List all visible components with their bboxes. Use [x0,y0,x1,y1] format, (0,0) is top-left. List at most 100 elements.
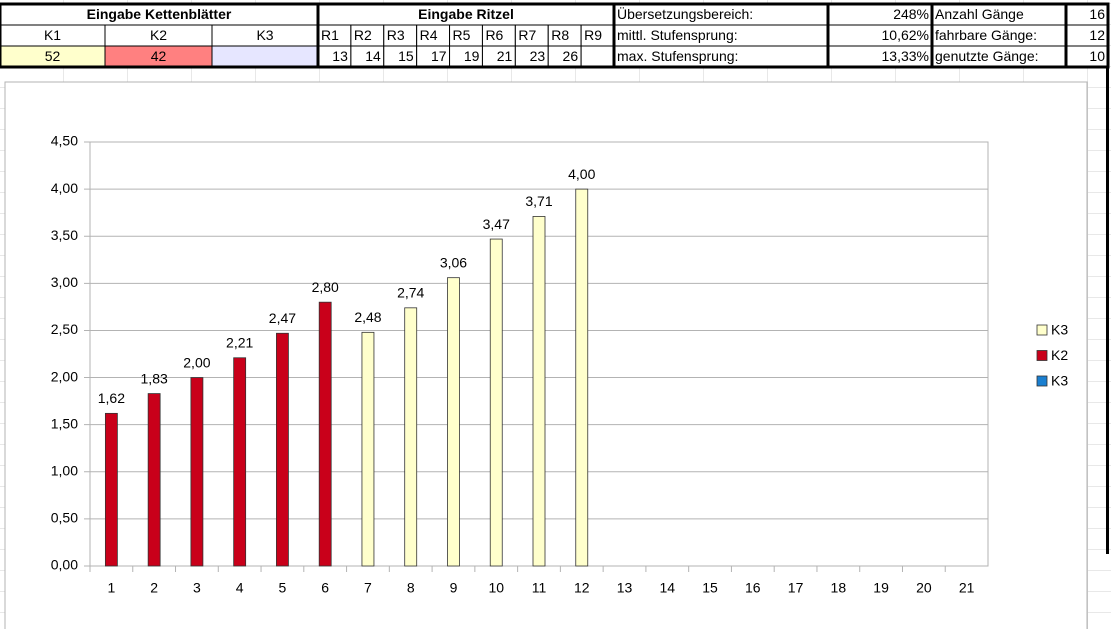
cell-text: K3 [256,27,273,43]
data-label: 3,47 [483,216,510,232]
data-label: 2,48 [354,309,381,325]
x-tick-label: 6 [321,580,329,596]
cell-text: max. Stufensprung: [617,48,738,64]
x-tick-label: 21 [959,580,975,596]
x-tick-label: 3 [193,580,201,596]
cell-text: R7 [518,27,536,43]
sheet-border [1106,68,1109,554]
cell-text: 21 [497,48,513,64]
cell-text: R2 [354,27,372,43]
x-tick-label: 10 [488,580,504,596]
x-tick-label: 2 [150,580,158,596]
x-tick-label: 17 [788,580,804,596]
data-label: 2,74 [397,285,424,301]
cell-text: 248% [893,6,929,22]
x-tick-label: 16 [745,580,761,596]
group-border [1064,2,1110,69]
cell-text: Anzahl Gänge [935,6,1024,22]
bar [147,393,161,567]
bar [361,331,375,567]
legend-label: K2 [1051,347,1068,363]
cell-text: 42 [151,48,167,64]
data-label: 4,00 [568,166,595,182]
cell-text: Übersetzungsbereich: [617,5,753,22]
data-label: 2,21 [226,334,253,350]
cell-text: 15 [398,48,414,64]
bar [575,188,589,567]
y-tick-label: 2,50 [51,321,78,337]
legend-label: K3 [1051,322,1068,338]
x-tick-label: 1 [107,580,115,596]
y-tick-label: 2,00 [51,368,78,384]
bar [233,357,247,567]
x-tick-label: 5 [279,580,287,596]
data-label: 3,71 [525,193,552,209]
x-tick-label: 13 [617,580,633,596]
cell-text: 23 [530,48,546,64]
bar [104,412,118,567]
data-label: 2,47 [269,310,296,326]
cell-text: 10,62% [882,27,929,43]
cell-text: 26 [563,48,579,64]
bar [276,332,289,567]
y-tick-label: 3,50 [51,227,78,243]
cell-text: fahrbare Gänge: [935,27,1037,43]
cell-text: mittl. Stufensprung: [617,27,738,43]
cell-text: R1 [321,27,339,43]
cell-text: 12 [1089,27,1105,43]
cell-text: 10 [1089,48,1105,64]
x-tick-label: 14 [659,580,675,596]
y-tick-label: 0,50 [51,510,78,526]
legend-swatch [1036,375,1048,387]
cell-text: R3 [387,27,405,43]
cell-text: R4 [420,27,438,43]
y-tick-label: 4,50 [51,133,78,149]
y-tick-label: 1,50 [51,415,78,431]
bar [190,377,204,567]
y-tick-label: 4,00 [51,180,78,196]
cell-text: Eingabe Ritzel [418,6,514,22]
y-tick-label: 1,00 [51,462,78,478]
cell-text: Eingabe Kettenblätter [87,6,232,22]
cell-text: 16 [1089,6,1105,22]
cell-text: K2 [150,27,167,43]
x-tick-label: 9 [450,580,458,596]
cell-text: 17 [431,48,447,64]
data-label: 1,62 [98,390,125,406]
cell [580,45,615,68]
cell-text: 19 [464,48,480,64]
bar [447,277,460,567]
cell-text: R6 [485,27,503,43]
x-tick-label: 15 [702,580,718,596]
y-tick-label: 0,00 [51,557,78,573]
cell [211,45,319,68]
data-label: 1,83 [141,370,168,386]
cell-text: 13 [332,48,348,64]
legend-label: K3 [1051,373,1068,389]
y-tick-label: 3,00 [51,274,78,290]
bar [532,216,546,567]
cell-text: R5 [453,27,471,43]
cell-text: K1 [44,27,61,43]
data-label: 3,06 [440,254,467,270]
x-tick-label: 20 [916,580,932,596]
cell-text: 52 [45,48,61,64]
x-tick-label: 8 [407,580,415,596]
x-tick-label: 18 [831,580,847,596]
cell-text: 13,33% [882,48,929,64]
bar [404,307,418,567]
x-tick-label: 7 [364,580,372,596]
bar [489,238,503,567]
x-tick-label: 4 [236,580,244,596]
cell-text: R8 [551,27,569,43]
bar [318,301,332,567]
x-tick-label: 19 [873,580,889,596]
data-label: 2,00 [183,354,210,370]
legend-swatch [1036,324,1048,336]
legend-swatch [1036,350,1048,361]
cell-text: 14 [365,48,381,64]
x-tick-label: 12 [574,580,590,596]
cell-text: R9 [584,27,602,43]
